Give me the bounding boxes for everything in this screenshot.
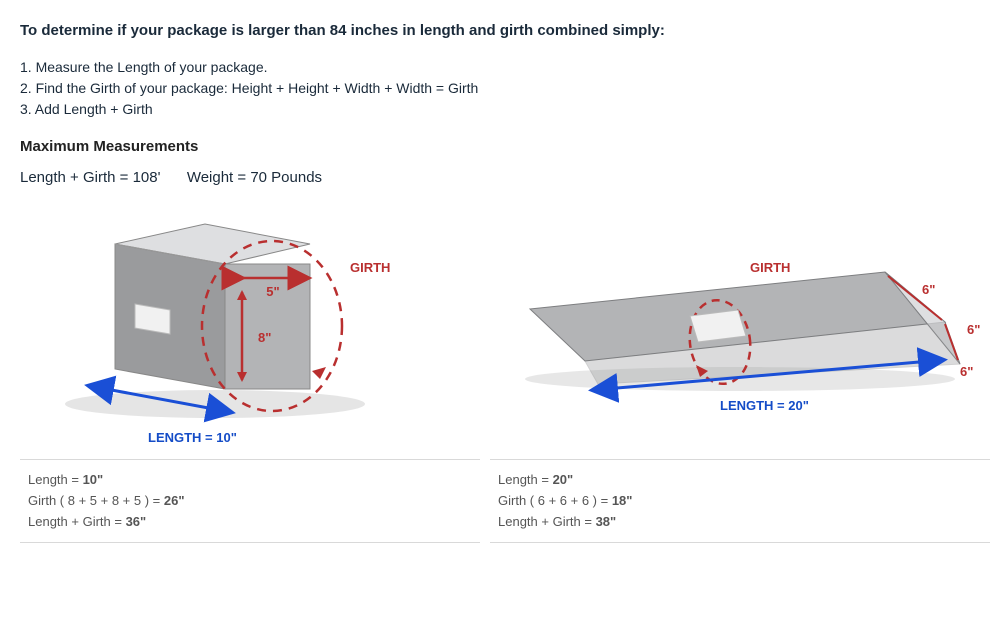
max-measurements-heading: Maximum Measurements [20,138,979,155]
prism-side-c: 6" [960,364,973,379]
prism-calc-girth: Girth ( 6 + 6 + 6 ) = 18" [498,491,984,512]
max-weight: Weight = 70 Pounds [187,169,322,186]
box-calc-total: Length + Girth = 36" [28,512,474,533]
prism-girth-label: GIRTH [750,260,790,275]
step-2: 2. Find the Girth of your package: Heigh… [20,78,979,99]
box-girth-label: GIRTH [350,260,390,275]
prism-side-b: 6" [967,322,980,337]
max-measurements-line: Length + Girth = 108' Weight = 70 Pounds [20,169,979,186]
box-diagram-panel: 5" 8" GIRTH LENGTH = 10" Length = 10" [20,194,480,543]
prism-calculations: Length = 20" Girth ( 6 + 6 + 6 ) = 18" L… [490,459,990,543]
box-length-label: LENGTH = 10" [148,430,237,445]
box-calc-girth: Girth ( 8 + 5 + 8 + 5 ) = 26" [28,491,474,512]
box-calc-length: Length = 10" [28,470,474,491]
prism-diagram-panel: GIRTH 6" 6" 6" LENGTH = 20" Length = 2 [490,194,990,543]
step-3: 3. Add Length + Girth [20,99,979,120]
prism-calc-total: Length + Girth = 38" [498,512,984,533]
box-calculations: Length = 10" Girth ( 8 + 5 + 8 + 5 ) = 2… [20,459,480,543]
prism-calc-length: Length = 20" [498,470,984,491]
page-title: To determine if your package is larger t… [20,22,979,39]
diagrams-row: 5" 8" GIRTH LENGTH = 10" Length = 10" [20,194,979,543]
max-length-girth: Length + Girth = 108' [20,169,160,186]
prism-diagram: GIRTH 6" 6" 6" LENGTH = 20" [490,194,990,459]
box-height-label: 8" [258,330,271,345]
step-1: 1. Measure the Length of your package. [20,57,979,78]
prism-length-label: LENGTH = 20" [720,398,809,413]
page-root: To determine if your package is larger t… [0,0,999,631]
box-diagram: 5" 8" GIRTH LENGTH = 10" [20,194,480,459]
prism-side-a: 6" [922,282,935,297]
box-width-label: 5" [266,284,279,299]
steps-list: 1. Measure the Length of your package. 2… [20,57,979,120]
